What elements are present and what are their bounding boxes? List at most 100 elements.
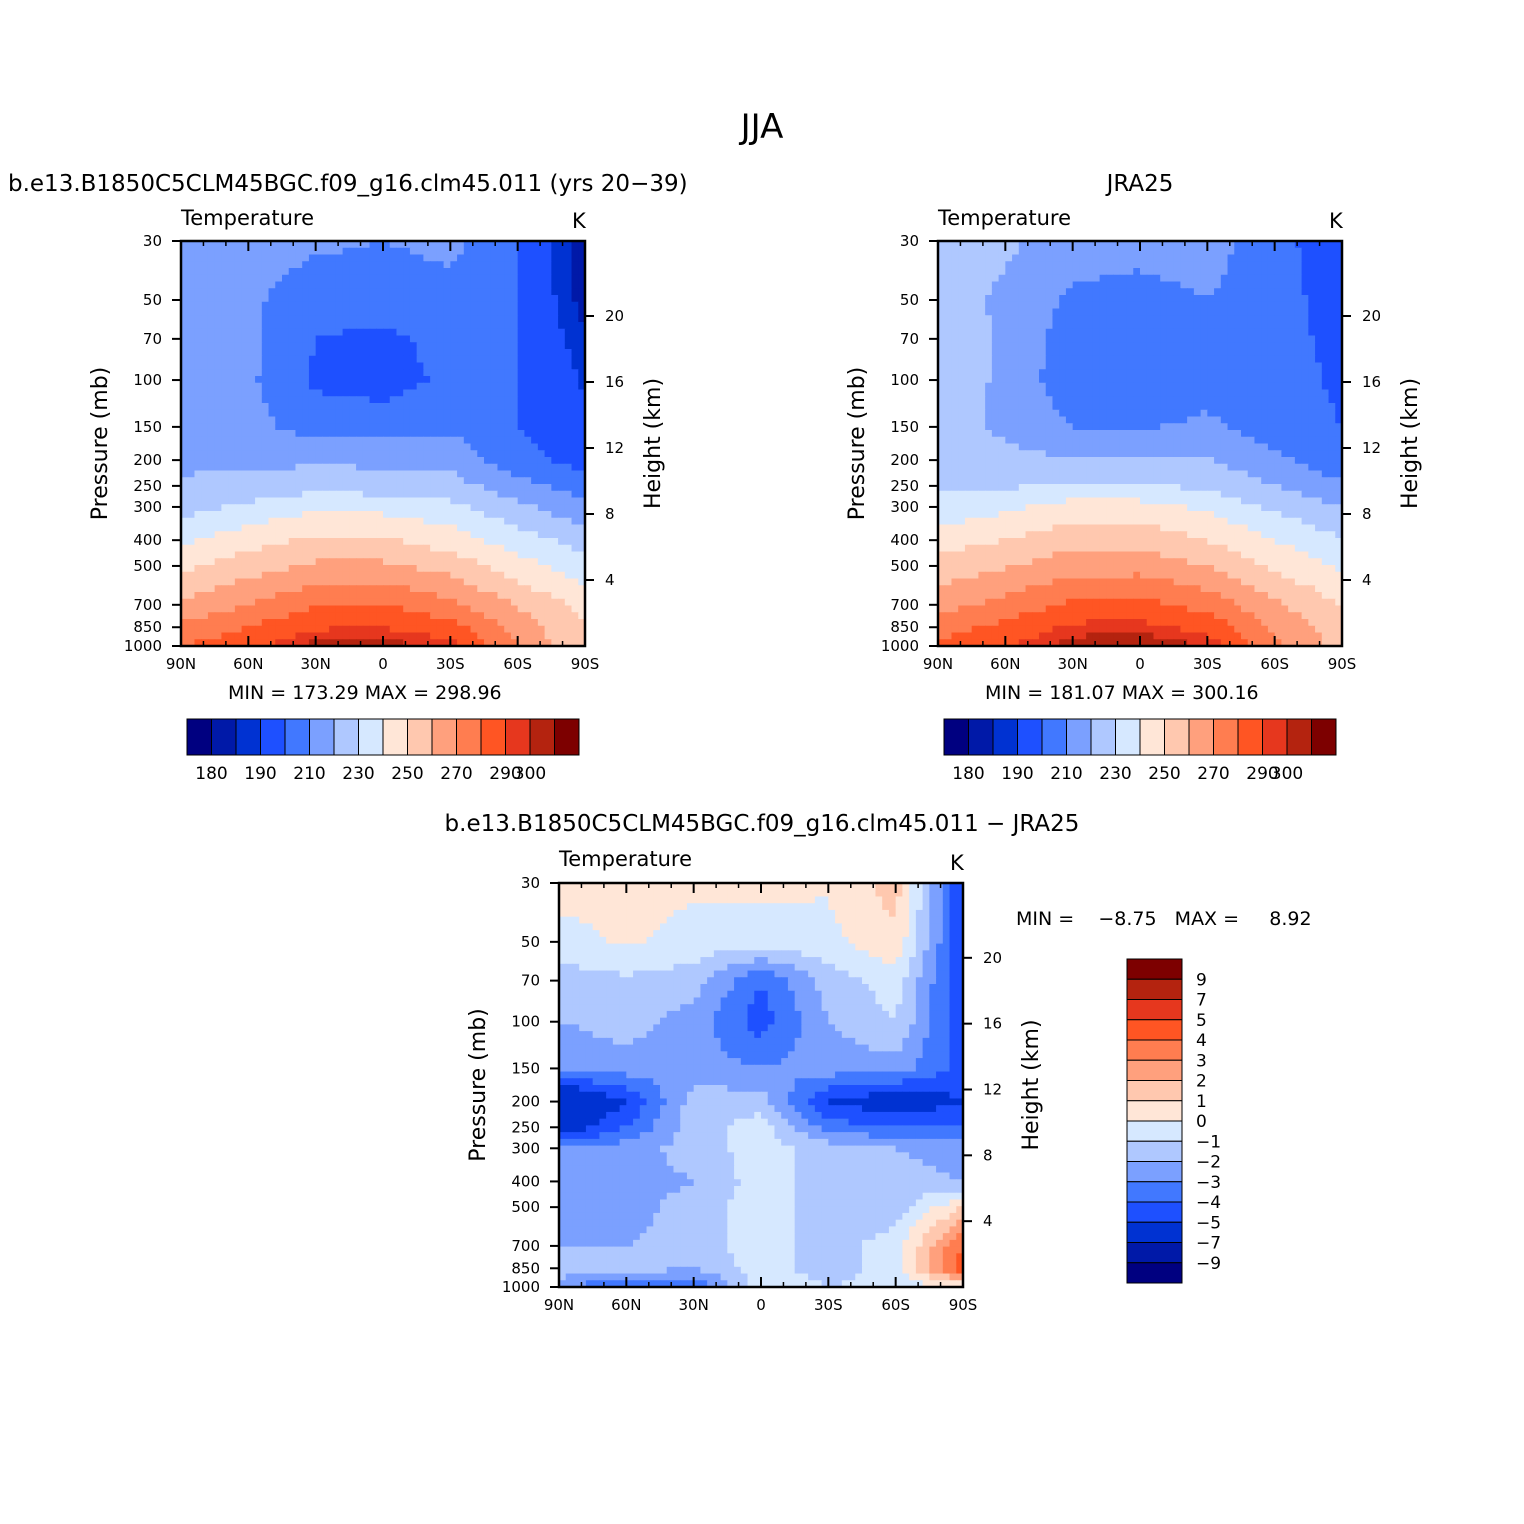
contour-cell [396,517,404,526]
contour-cell [443,423,451,431]
contour-cell [517,295,525,303]
contour-cell [228,612,236,620]
contour-cell [443,382,451,391]
contour-cell [329,511,337,519]
contour-cell [403,376,411,384]
contour-cell [985,376,993,384]
contour-cell [322,376,330,384]
contour-cell [1113,241,1121,249]
contour-cell [362,639,371,646]
contour-cell [194,430,202,438]
contour-cell [1193,261,1202,269]
contour-cell [288,504,297,512]
contour-cell [261,281,270,289]
contour-cell [1072,301,1080,310]
contour-cell [1059,328,1067,337]
contour-cell [322,592,330,600]
contour-cell [443,355,451,364]
contour-cell [531,403,539,411]
contour-cell [504,612,512,620]
contour-cell [1241,335,1249,343]
contour-cell [1274,322,1282,330]
contour-cell [194,288,202,296]
contour-cell [490,612,499,620]
contour-cell [470,484,478,492]
contour-cell [356,463,364,472]
contour-cell [255,524,263,532]
contour-cell [396,274,404,283]
contour-cell [234,268,243,276]
contour-cell [457,578,465,586]
contour-cell [221,362,229,370]
contour-cell [255,639,263,646]
contour-cell [944,268,953,276]
contour-cell [978,301,986,310]
contour-cell [430,477,438,485]
contour-cell [376,268,384,276]
contour-cell [497,470,505,478]
contour-cell [362,443,371,451]
contour-cell [484,342,492,350]
contour-cell [234,578,243,586]
contour-cell [221,436,229,445]
colorbar-swatch [431,718,457,756]
contour-cell [268,632,276,640]
contour-cell [1092,315,1101,323]
contour-cell [181,295,189,303]
contour-cell [282,592,290,600]
contour-cell [544,335,552,343]
contour-cell [282,328,290,337]
contour-cell [470,544,478,553]
contour-cell [564,403,573,411]
contour-cell [376,416,384,424]
contour-cell [1133,268,1141,276]
contour-cell [430,619,438,627]
contour-cell [1214,355,1222,364]
contour-cell [315,396,323,404]
contour-cell [1065,288,1074,296]
contour-cell [356,605,364,613]
contour-cell [342,625,350,634]
contour-cell [315,490,323,499]
contour-cell [477,632,485,640]
contour-cell [315,254,323,262]
contour-cell [329,355,337,364]
contour-cell [423,484,431,492]
contour-cell [1315,308,1323,316]
contour-cell [362,382,371,391]
contour-cell [531,268,539,276]
contour-cell [544,538,552,546]
contour-cell [443,504,451,512]
contour-cell [938,369,946,377]
contour-cell [308,436,317,445]
contour-cell [282,524,290,532]
contour-cell [1119,295,1128,303]
contour-cell [214,376,222,384]
contour-cell [234,571,243,580]
contour-cell [524,605,532,613]
contour-cell [268,443,276,451]
contour-cell [443,308,451,316]
contour-cell [571,463,579,472]
contour-cell [261,632,270,640]
contour-cell [1335,301,1342,310]
contour-cell [524,274,532,283]
contour-cell [228,274,236,283]
contour-cell [1086,281,1094,289]
contour-cell [470,578,478,586]
contour-cell [268,504,276,512]
contour-cell [1254,308,1262,316]
contour-cell [416,382,424,391]
contour-cell [423,497,431,505]
contour-cell [282,497,290,505]
contour-cell [228,490,236,499]
contour-cell [450,619,458,627]
contour-cell [558,463,566,472]
contour-cell [1012,349,1020,357]
x-tick-label: 90N [166,655,196,673]
contour-cell [944,382,953,391]
contour-cell [1254,335,1262,343]
contour-cell [409,463,418,472]
contour-cell [958,355,966,364]
